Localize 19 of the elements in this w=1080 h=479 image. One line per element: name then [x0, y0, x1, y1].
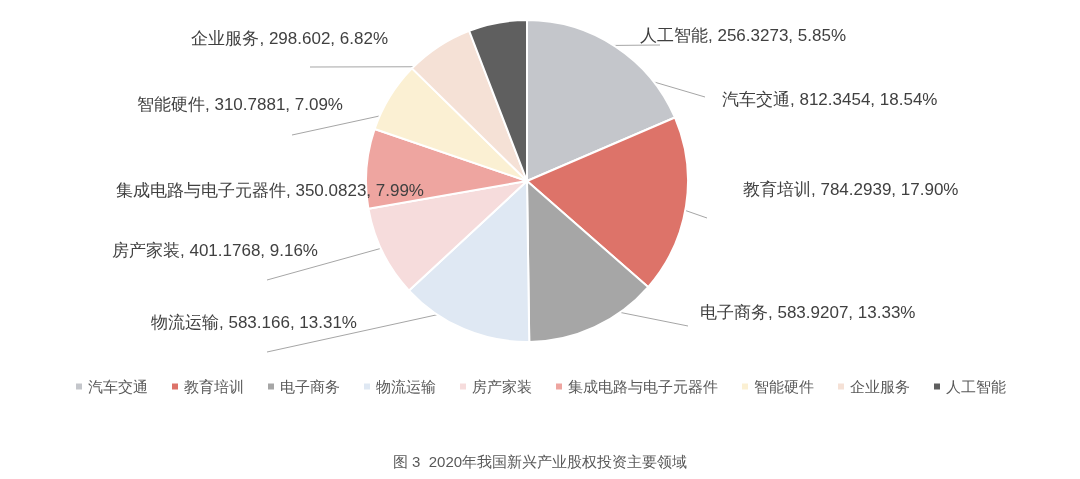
legend-label: 教育培训: [184, 378, 244, 395]
legend-label: 集成电路与电子元器件: [568, 378, 718, 395]
legend-label: 房产家装: [472, 378, 532, 395]
legend-label: 物流运输: [376, 378, 436, 395]
legend-label: 电子商务: [280, 378, 340, 395]
data-label: 教育培训, 784.2939, 17.90%: [743, 179, 959, 199]
legend-label: 企业服务: [850, 378, 910, 395]
data-label: 企业服务, 298.602, 6.82%: [191, 28, 388, 48]
text: 图 3 2020年我国新兴产业股权投资主要领域: [392, 453, 688, 470]
data-label: 集成电路与电子元器件, 350.0823, 7.99%: [115, 180, 424, 200]
data-label: 智能硬件, 310.7881, 7.09%: [136, 94, 343, 114]
legend-label: 汽车交通: [88, 378, 148, 395]
data-label: 电子商务, 583.9207, 13.33%: [700, 302, 916, 322]
legend-label: 人工智能: [946, 378, 1006, 395]
legend-label: 智能硬件: [754, 378, 814, 395]
data-label: 汽车交通, 812.3454, 18.54%: [722, 89, 938, 109]
data-label: 物流运输, 583.166, 13.31%: [150, 312, 357, 332]
data-label: 房产家装, 401.1768, 9.16%: [111, 240, 318, 260]
data-label: 人工智能, 256.3273, 5.85%: [640, 25, 847, 45]
